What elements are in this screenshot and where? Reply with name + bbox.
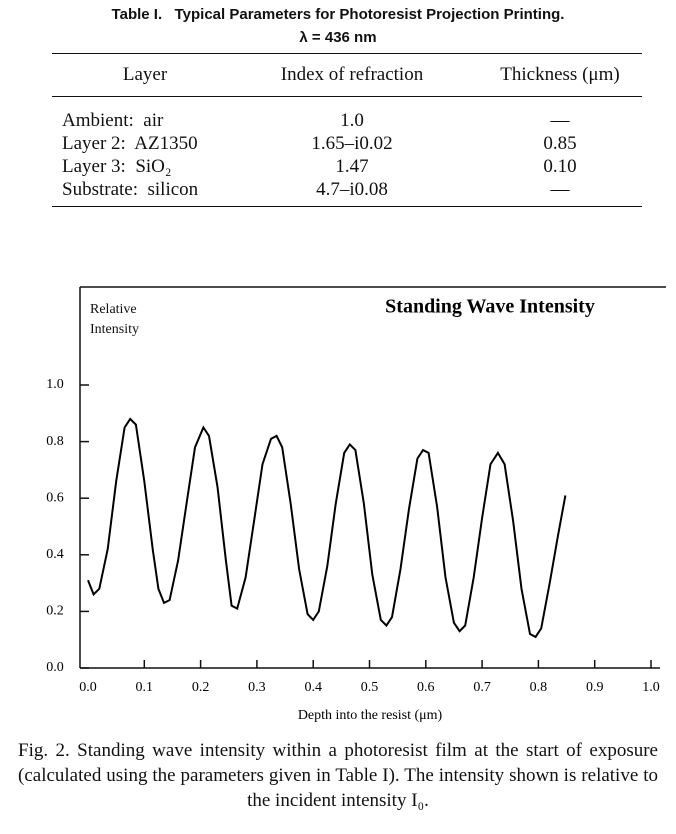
table-subtitle: λ = 436 nm — [299, 29, 377, 46]
table-cell: — — [550, 110, 570, 131]
table-cell: 0.10 — [543, 156, 577, 177]
table-cell: Ambient: air — [62, 110, 164, 131]
y-axis-label: Relative Intensity — [90, 302, 139, 337]
y-tick-label: 0.6 — [46, 490, 64, 505]
table-cell: 1.47 — [335, 156, 369, 177]
data-line — [87, 417, 567, 639]
y-tick-label: 0.4 — [46, 547, 64, 562]
table-cell: 1.0 — [340, 110, 364, 131]
table-cell: 0.85 — [543, 133, 577, 154]
column-header: Index of refraction — [280, 64, 424, 85]
rule — [52, 96, 642, 97]
column-header: Layer — [122, 64, 168, 85]
x-tick-label: 0.2 — [192, 680, 210, 695]
table-cell: Layer 3: SiO₂ — [62, 156, 172, 177]
y-tick-label: 1.0 — [46, 377, 64, 392]
x-tick-label: 0.3 — [248, 680, 266, 695]
x-tick-label: 0.8 — [530, 680, 548, 695]
table-cell: Layer 2: AZ1350 — [62, 133, 198, 154]
rule — [52, 53, 642, 54]
table-title: Table I. Typical Parameters for Photores… — [111, 6, 565, 23]
x-tick-label: 1.0 — [642, 680, 660, 695]
caption: Fig. 2. Standing wave intensity within a… — [18, 740, 658, 811]
x-tick-label: 0.0 — [79, 680, 97, 695]
y-tick-label: 0.2 — [46, 604, 64, 619]
table-cell: 4.7–i0.08 — [316, 179, 388, 200]
x-tick-label: 0.9 — [586, 680, 604, 695]
x-tick-label: 0.6 — [417, 680, 435, 695]
table-cell: 1.65–i0.02 — [311, 133, 393, 154]
table-cell: Substrate: silicon — [62, 179, 199, 200]
column-header: Thickness (μm) — [500, 64, 620, 85]
table-cell: — — [550, 179, 570, 200]
rule — [52, 206, 642, 207]
y-tick-label: 0.0 — [46, 660, 64, 675]
chart-title: Standing Wave Intensity — [385, 296, 595, 318]
x-tick-label: 0.7 — [473, 680, 491, 695]
x-axis-label: Depth into the resist (μm) — [298, 708, 443, 723]
x-tick-label: 0.1 — [136, 680, 154, 695]
y-tick-label: 0.8 — [46, 434, 64, 449]
x-tick-label: 0.5 — [361, 680, 379, 695]
x-tick-label: 0.4 — [304, 680, 322, 695]
